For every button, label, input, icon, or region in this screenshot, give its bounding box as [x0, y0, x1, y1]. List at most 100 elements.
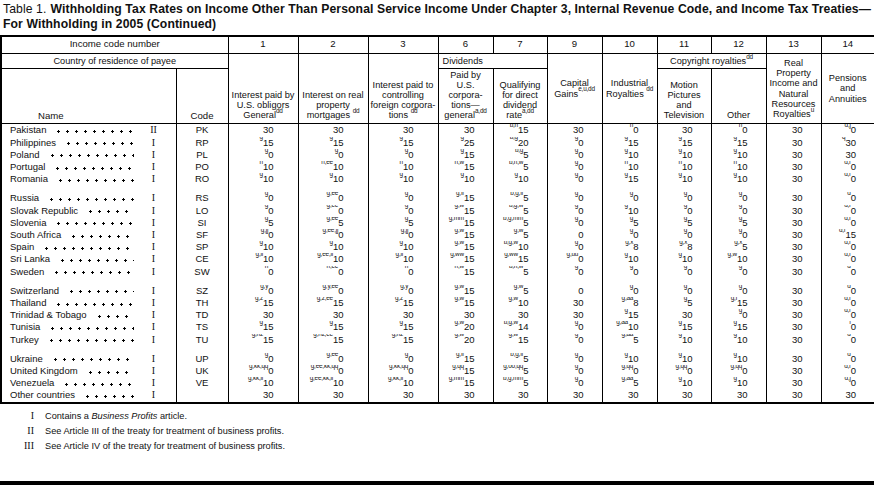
rate-footnote-ref: g: [630, 285, 633, 289]
rate-footnote-ref: g: [734, 353, 737, 357]
rate-cell: b,h15: [493, 124, 547, 137]
country-name-flex: ThailandI: [2, 297, 176, 309]
rate-footnote-ref: g: [739, 192, 742, 196]
rate-footnote-ref: b,h,w: [509, 266, 523, 270]
rate-footnote-ref: g,ee: [327, 205, 339, 209]
rate-cell: 30: [766, 192, 821, 204]
rate-footnote-ref: g,ee: [327, 192, 339, 196]
footnote-line: I Contains a Business Profits article.: [0, 410, 874, 421]
rate-cell: 30: [438, 309, 493, 321]
treaty-article-roman: I: [140, 253, 168, 265]
country-name-flex: UkraineI: [2, 353, 176, 365]
footnote-ref: dd: [276, 107, 283, 114]
rate-cell: g0: [711, 192, 766, 204]
rate-cell: g,y,ee0: [298, 285, 368, 297]
rate-cell: d0: [821, 353, 874, 365]
rate-cell: g10: [368, 173, 438, 185]
rate-cell: h0: [368, 266, 438, 278]
rate-footnote-ref: g: [684, 217, 687, 221]
rate-footnote-ref: g,ww: [450, 253, 464, 257]
spacer-cell: [547, 346, 602, 353]
rate-cell: 30: [547, 297, 602, 309]
table-row: RomaniaIROg10g10g10g10g10g0g15g10g1030d,…: [1, 173, 874, 185]
country-name-flex: RomaniaI: [2, 173, 176, 185]
rate-footnote-ref: d,f: [844, 365, 851, 369]
rate-cell: 30: [766, 217, 821, 229]
rate-footnote-ref: g: [739, 266, 742, 270]
rate-footnote-ref: g: [679, 334, 682, 338]
rate-cell: 30: [766, 137, 821, 149]
rate-cell: d,f0: [821, 365, 874, 377]
dot-leader: [46, 325, 133, 332]
rate-cell: 30: [766, 229, 821, 241]
footnote-line: II See Article III of the treaty for tre…: [0, 425, 874, 436]
dot-leader: [67, 233, 133, 240]
rate-cell: g,w10: [711, 253, 766, 265]
rate-cell: g0: [547, 365, 602, 377]
rate-cell: g15: [298, 321, 368, 333]
country-code: RO: [176, 173, 228, 185]
country-name: Sweden: [10, 266, 44, 278]
country-name-cell: RussiaI: [1, 192, 176, 204]
rate-footnote-ref: g: [679, 353, 682, 357]
rate-cell: 30: [547, 124, 602, 137]
rate-footnote-ref: g: [734, 321, 737, 325]
table-row: Trinidad & TobagoITD303030303030g1530g03…: [1, 309, 874, 321]
rate-footnote-ref: d,f: [844, 205, 851, 209]
rate-footnote-ref: g: [575, 173, 578, 177]
table-row: SwitzerlandISZg,y0g,y,ee0g,y0g,w15g,w50g…: [1, 285, 874, 297]
rate-footnote-ref: g,aa: [622, 297, 634, 301]
rate-cell: b,g20: [493, 137, 547, 149]
spacer-cell: [602, 346, 657, 353]
rate-cell: b,g,w14: [493, 321, 547, 333]
rate-footnote-ref: g: [265, 149, 268, 153]
scanned-tax-table-page: { "title": { "prefix": "Table 1.", "text…: [0, 0, 874, 485]
spacer-cell: [493, 185, 547, 192]
country-name-flex: United KingdomI: [2, 365, 176, 377]
rate-footnote-ref: d: [847, 266, 850, 270]
dot-leader: [52, 220, 133, 227]
rate-footnote-ref: h,w: [455, 266, 464, 270]
rate-footnote-ref: g,w: [455, 297, 464, 301]
spacer-cell: [547, 278, 602, 285]
spacer-cell: [1, 278, 176, 285]
rate-cell: 30: [766, 124, 821, 137]
rate-cell: b,h,w5: [493, 266, 547, 278]
rate-footnote-ref: g,x: [734, 241, 742, 245]
country-name: Ukraine: [10, 353, 43, 365]
rate-cell: g0: [547, 321, 602, 333]
rate-footnote-ref: g,ll: [396, 253, 403, 257]
rate-footnote-ref: b,g: [515, 149, 523, 153]
rate-cell: 30: [547, 389, 602, 402]
footnote-line: III See Article IV of the treaty for tre…: [0, 440, 874, 451]
code-column-label: Code: [176, 68, 228, 124]
rate-footnote-ref: g,w: [728, 253, 737, 257]
footnote-ref: u: [811, 106, 814, 113]
dot-leader: [54, 177, 133, 184]
rate-cell: g0: [547, 241, 602, 253]
rate-cell: g,uu0: [547, 253, 602, 265]
spacer-cell: [228, 346, 298, 353]
rate-cell: 30: [766, 309, 821, 321]
country-code: SP: [176, 241, 228, 253]
rate-footnote-ref: g: [265, 205, 268, 209]
rate-cell: g0: [602, 229, 657, 241]
rate-cell: h10: [368, 161, 438, 173]
rate-cell: g0: [547, 149, 602, 161]
dot-leader: [81, 393, 134, 400]
rate-cell: g5: [711, 217, 766, 229]
rate-footnote-ref: d,f: [844, 173, 851, 177]
treaty-article-roman: I: [140, 205, 168, 217]
rate-footnote-ref: g,w: [455, 285, 464, 289]
rate-cell: 30: [766, 334, 821, 346]
rate-footnote-ref: b,h: [510, 124, 518, 128]
table-row: Sri LankaICEg,ll10g,ee,ll10g,ll10g,ww15g…: [1, 253, 874, 265]
country-name-flex: TurkeyI: [2, 334, 176, 346]
treaty-article-roman: I: [140, 365, 168, 377]
rate-cell: g,ff15: [438, 353, 493, 365]
country-name-cell: SwitzerlandI: [1, 285, 176, 297]
rate-footnote-ref: g,mm: [449, 377, 464, 381]
country-name-flex: SpainI: [2, 241, 176, 253]
rate-cell: g0: [547, 137, 602, 149]
rate-footnote-ref: h: [265, 266, 268, 270]
